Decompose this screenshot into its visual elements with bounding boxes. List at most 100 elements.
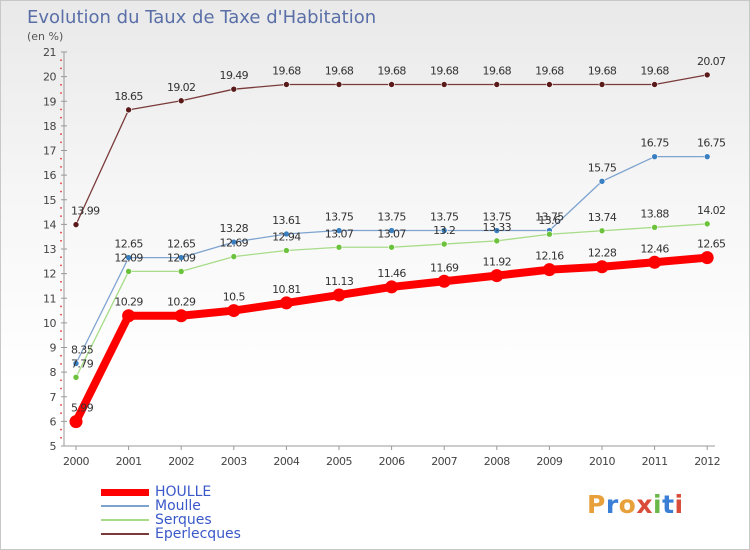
data-label: 10.29 — [167, 296, 196, 309]
logo-letter: o — [618, 490, 637, 519]
data-label: 7.79 — [71, 357, 94, 370]
logo-letter: P — [587, 490, 606, 519]
data-label: 18.65 — [114, 90, 143, 103]
x-tick-label: 2008 — [484, 455, 510, 468]
chart-title: Evolution du Taux de Taxe d'Habitation — [27, 7, 377, 28]
y-tick-label: 13 — [43, 243, 56, 256]
y-minor-dot — [60, 330, 62, 332]
data-label: 19.68 — [325, 65, 354, 78]
data-point-houlle — [69, 415, 83, 429]
y-minor-dot — [60, 412, 62, 415]
data-point-houlle — [648, 255, 662, 269]
data-point-serques — [493, 237, 501, 245]
y-minor-dot — [60, 67, 62, 70]
data-label: 13.75 — [377, 211, 406, 224]
data-point-eperlecques — [72, 221, 80, 228]
data-point-serques — [230, 253, 238, 260]
y-minor-dot — [60, 428, 62, 431]
legend-item-houlle: HOULLE — [101, 485, 241, 499]
y-minor-dot — [60, 363, 62, 365]
data-label: 13.75 — [535, 211, 564, 224]
data-label: 19.68 — [377, 65, 406, 78]
data-point-houlle — [542, 263, 556, 277]
data-label: 12.65 — [114, 238, 143, 251]
y-minor-dot — [60, 141, 62, 144]
y-minor-dot — [60, 133, 62, 135]
y-minor-dot — [60, 92, 62, 94]
data-label: 10.81 — [272, 283, 301, 296]
data-point-houlle — [437, 274, 451, 288]
data-point-moulle — [230, 238, 238, 246]
x-tick-label: 2006 — [379, 455, 405, 468]
data-label: 10.29 — [114, 296, 143, 309]
y-minor-dot — [60, 190, 62, 193]
data-point-houlle — [227, 304, 241, 318]
y-minor-dot — [60, 338, 62, 341]
y-tick-label: 15 — [43, 194, 56, 207]
y-tick-label: 6 — [50, 415, 57, 428]
data-label: 13.33 — [483, 221, 512, 234]
x-tick-label: 2009 — [536, 455, 562, 468]
data-point-eperlecques — [177, 97, 185, 105]
legend-label: Moulle — [155, 498, 201, 514]
x-tick-label: 2005 — [326, 455, 352, 468]
data-label: 12.09 — [114, 251, 143, 264]
data-point-moulle — [177, 254, 185, 261]
data-point-houlle — [174, 309, 188, 323]
data-label: 13.2 — [433, 224, 455, 237]
data-point-serques — [72, 373, 80, 381]
x-tick-label: 2010 — [589, 455, 615, 468]
x-tick-label: 2012 — [694, 455, 720, 468]
data-point-moulle — [493, 227, 501, 234]
data-label: 13.74 — [588, 211, 617, 224]
proxiti-logo: Proxiti — [587, 490, 684, 519]
data-point-houlle — [122, 309, 136, 323]
y-tick-label: 18 — [43, 120, 56, 133]
data-point-moulle — [72, 360, 80, 367]
y-minor-dot — [60, 404, 62, 406]
data-label: 12.28 — [588, 247, 617, 260]
data-label: 13.07 — [377, 227, 406, 240]
data-point-serques — [283, 247, 290, 254]
y-minor-dot — [60, 83, 62, 86]
data-label: 19.68 — [588, 65, 617, 78]
y-minor-dot — [60, 207, 62, 209]
data-label: 13.6 — [538, 214, 561, 227]
y-tick-label: 11 — [43, 292, 56, 305]
data-point-moulle — [283, 230, 290, 238]
data-point-houlle — [279, 296, 293, 310]
data-point-houlle — [490, 269, 504, 283]
data-label: 13.28 — [220, 222, 249, 235]
data-label: 13.61 — [272, 214, 301, 227]
y-minor-dot — [60, 239, 62, 242]
y-minor-dot — [60, 166, 62, 168]
data-label: 13.88 — [640, 207, 669, 220]
y-minor-dot — [60, 108, 62, 111]
data-point-eperlecques — [388, 81, 395, 88]
y-minor-dot — [60, 59, 62, 62]
data-point-eperlecques — [230, 85, 238, 93]
data-label: 5.99 — [71, 402, 94, 415]
data-label: 19.68 — [535, 65, 564, 78]
data-label: 19.68 — [640, 65, 669, 78]
y-unit-label: (en %) — [27, 30, 64, 43]
legend-label: HOULLE — [155, 484, 212, 500]
data-label: 19.68 — [430, 65, 459, 78]
data-label: 11.46 — [377, 267, 406, 280]
data-point-moulle — [703, 153, 711, 160]
data-point-moulle — [125, 254, 132, 261]
y-minor-dot — [60, 264, 62, 267]
data-label: 12.94 — [272, 230, 301, 243]
data-label: 14.02 — [697, 204, 726, 217]
data-label: 12.65 — [167, 238, 196, 251]
x-tick-label: 2007 — [431, 455, 457, 468]
data-point-eperlecques — [703, 71, 711, 79]
data-label: 12.65 — [697, 238, 726, 251]
y-minor-dot — [60, 305, 62, 308]
legend-label: Eperlecques — [155, 526, 241, 542]
data-point-serques — [546, 230, 553, 238]
series-line-eperlecques — [75, 74, 708, 226]
data-point-eperlecques — [283, 81, 290, 88]
data-point-moulle — [440, 227, 448, 234]
